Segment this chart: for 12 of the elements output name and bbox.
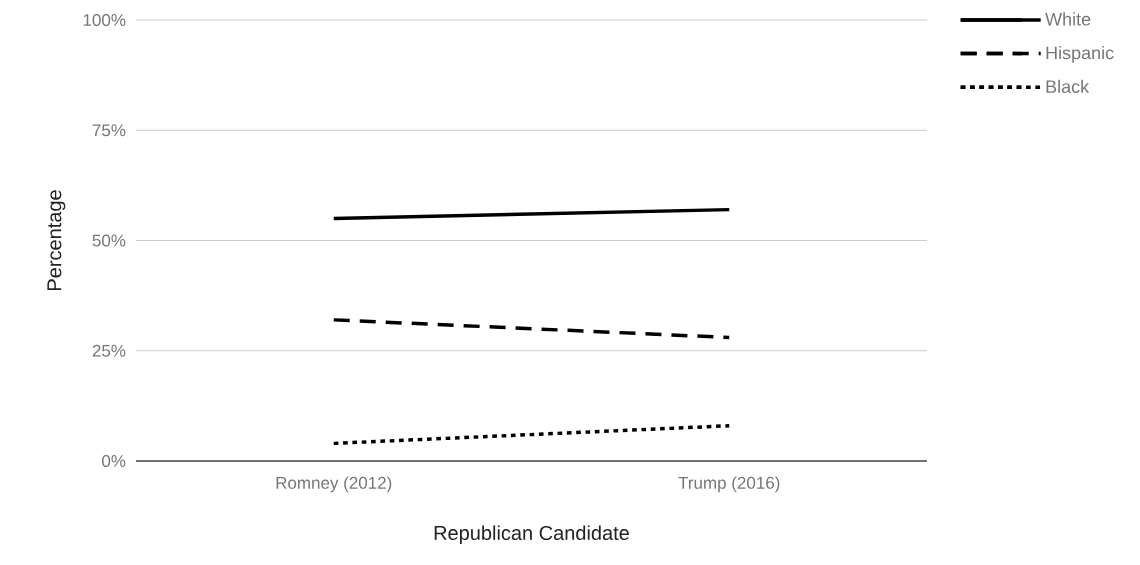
y-tick-label: 75% [92, 124, 126, 137]
y-tick-label: 25% [92, 344, 126, 357]
x-axis-title: Republican Candidate [434, 525, 629, 545]
legend-label: White [1045, 12, 1091, 26]
x-tick-label: Romney (2012) [276, 476, 392, 493]
y-tick-label: 100% [83, 13, 126, 27]
y-tick-label: 50% [92, 234, 126, 247]
legend-label: Hispanic [1046, 46, 1114, 63]
legend-label: Black [1046, 79, 1090, 93]
y-axis-title: Percentage [47, 190, 66, 291]
y-tick-label: 0% [102, 454, 126, 468]
x-tick-label: Trump (2016) [678, 476, 780, 493]
